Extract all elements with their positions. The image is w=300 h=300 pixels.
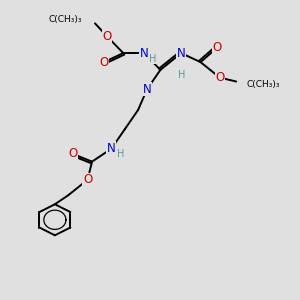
Text: N: N — [107, 142, 116, 155]
Text: O: O — [99, 56, 109, 69]
Text: H: H — [178, 70, 185, 80]
Text: O: O — [68, 147, 77, 161]
Text: N: N — [177, 46, 186, 60]
Text: N: N — [143, 83, 152, 96]
Text: C(CH₃)₃: C(CH₃)₃ — [247, 80, 280, 88]
Text: O: O — [212, 41, 221, 54]
Text: N: N — [140, 46, 148, 60]
Text: O: O — [83, 173, 92, 186]
Text: O: O — [215, 71, 224, 84]
Text: H: H — [149, 54, 156, 64]
Text: H: H — [117, 149, 124, 159]
Text: O: O — [102, 30, 112, 43]
Text: C(CH₃)₃: C(CH₃)₃ — [48, 15, 82, 24]
